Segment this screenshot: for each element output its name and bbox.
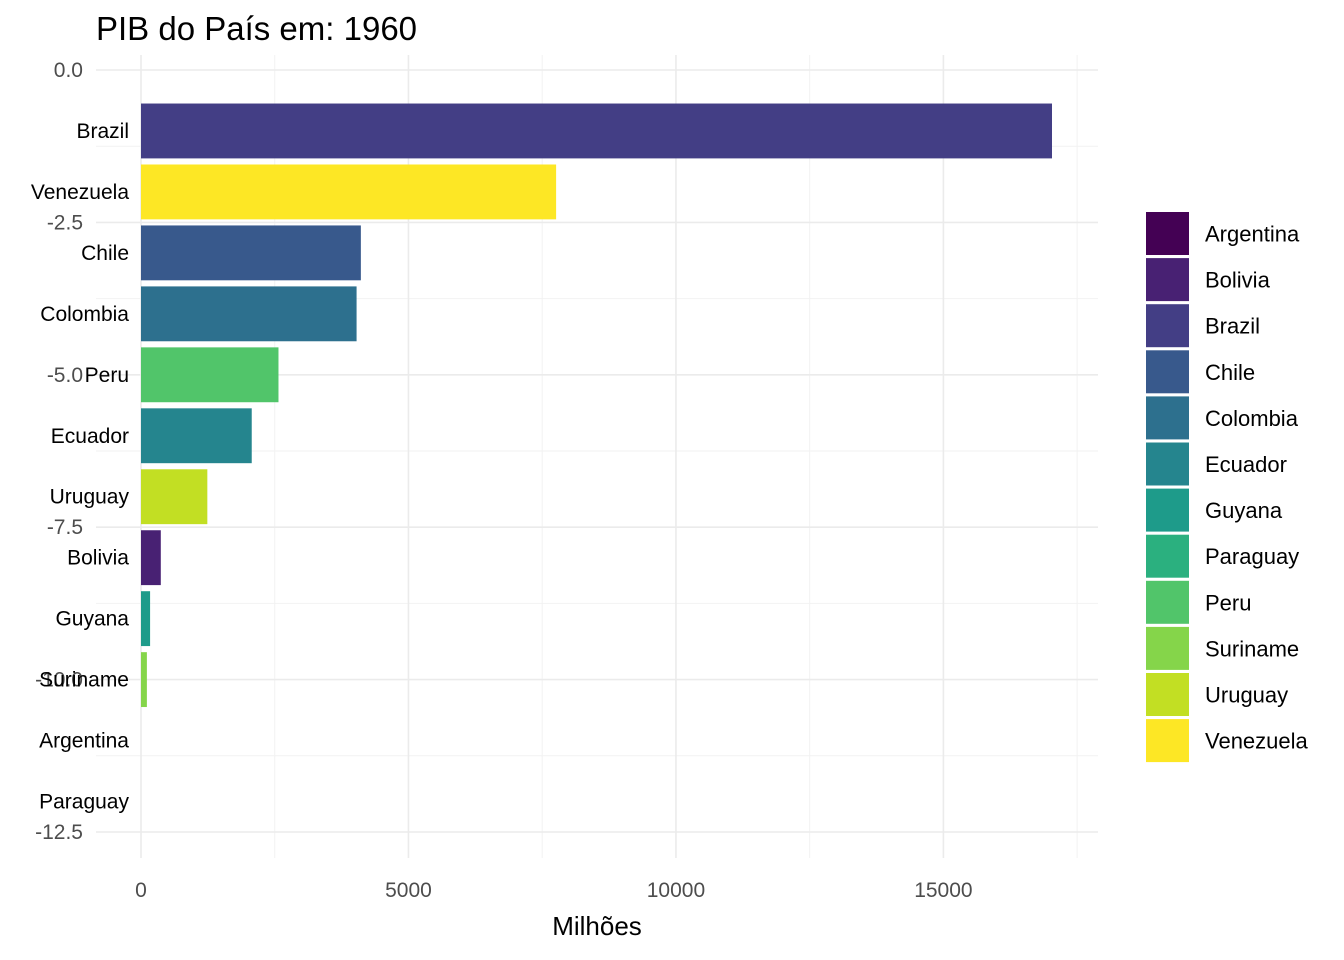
legend-key-argentina	[1146, 212, 1189, 255]
bar-uruguay	[141, 469, 208, 525]
category-label-guyana: Guyana	[55, 608, 129, 631]
legend-label-uruguay: Uruguay	[1205, 683, 1288, 708]
chart-title: PIB do País em: 1960	[96, 10, 417, 47]
legend-key-brazil	[1146, 304, 1189, 348]
x-tick-labels: 0 5000 10000 15000	[135, 879, 972, 902]
legend-label-brazil: Brazil	[1205, 314, 1260, 339]
legend-key-colombia	[1146, 396, 1189, 440]
legend-label-suriname: Suriname	[1205, 636, 1299, 661]
y-tick-labels: 0.0 -2.5 -5.0 -7.5 -10.0 -12.5	[35, 59, 83, 844]
bar-bolivia	[141, 530, 161, 586]
category-label-paraguay: Paraguay	[39, 791, 129, 814]
legend-key-suriname	[1146, 626, 1189, 670]
category-label-colombia: Colombia	[40, 303, 129, 326]
bar-chile	[141, 225, 361, 281]
legend-label-peru: Peru	[1205, 590, 1251, 615]
category-label-ecuador: Ecuador	[51, 425, 129, 448]
legend-key-bolivia	[1146, 258, 1189, 302]
category-label-brazil: Brazil	[76, 120, 129, 143]
y-tick-label: -12.5	[35, 821, 83, 844]
category-label-suriname: Suriname	[39, 669, 129, 692]
legend-key-paraguay	[1146, 534, 1189, 578]
legend: Argentina Bolivia Brazil Chile Colombia Ecuad…	[1146, 212, 1309, 763]
legend-label-colombia: Colombia	[1205, 406, 1299, 431]
bar-peru	[141, 347, 279, 403]
x-tick-label: 15000	[914, 879, 972, 902]
bar-brazil	[141, 103, 1052, 159]
y-tick-label: -7.5	[47, 516, 83, 539]
legend-key-venezuela	[1146, 719, 1189, 763]
legend-label-ecuador: Ecuador	[1205, 452, 1287, 477]
y-tick-label: 0.0	[54, 59, 83, 82]
legend-key-chile	[1146, 350, 1189, 394]
x-axis-title: Milhões	[552, 911, 642, 941]
legend-label-argentina: Argentina	[1205, 222, 1300, 247]
bar-colombia	[141, 286, 357, 342]
category-label-peru: Peru	[85, 364, 129, 387]
category-label-argentina: Argentina	[39, 730, 129, 753]
legend-key-ecuador	[1146, 442, 1189, 486]
legend-key-guyana	[1146, 488, 1189, 532]
y-tick-label: -10.0	[35, 669, 83, 692]
y-tick-label: -2.5	[47, 211, 83, 234]
bars	[141, 103, 1052, 708]
legend-label-paraguay: Paraguay	[1205, 544, 1299, 569]
legend-label-venezuela: Venezuela	[1205, 729, 1309, 754]
bar-guyana	[141, 591, 151, 647]
legend-key-peru	[1146, 580, 1189, 624]
category-label-venezuela: Venezuela	[31, 181, 129, 204]
y-tick-label: -5.0	[47, 364, 83, 387]
legend-label-bolivia: Bolivia	[1205, 268, 1271, 293]
category-label-chile: Chile	[81, 242, 129, 265]
category-labels: Brazil Venezuela Chile Colombia Peru Ecuador U…	[31, 120, 130, 814]
legend-key-uruguay	[1146, 673, 1189, 716]
bar-venezuela	[141, 164, 557, 220]
legend-label-chile: Chile	[1205, 360, 1255, 385]
x-tick-label: 0	[135, 879, 147, 902]
legend-label-guyana: Guyana	[1205, 498, 1283, 523]
category-label-uruguay: Uruguay	[50, 486, 130, 509]
category-label-bolivia: Bolivia	[67, 547, 129, 570]
bar-suriname	[141, 652, 147, 708]
x-tick-label: 10000	[647, 879, 705, 902]
bar-ecuador	[141, 408, 252, 464]
x-tick-label: 5000	[385, 879, 432, 902]
